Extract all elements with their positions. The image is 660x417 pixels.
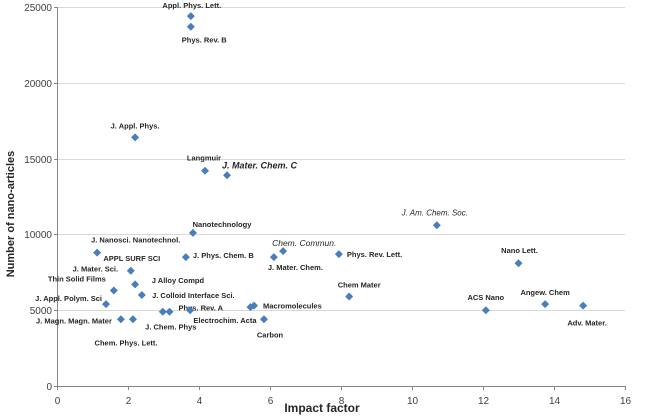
point-label-langmuir: Langmuir — [187, 154, 221, 163]
data-point-j-appl-phys — [131, 133, 140, 142]
point-label-carbon: Carbon — [257, 330, 284, 339]
data-point-chem-mater — [345, 292, 354, 301]
y-tick-label: 20000 — [24, 79, 52, 90]
point-labels: Appl. Phys. Lett. Phys. Rev. B J. Appl. Ph… — [35, 1, 607, 347]
data-point-acs-nano — [481, 306, 490, 315]
point-label-appl-phys-lett: Appl. Phys. Lett. — [162, 1, 221, 10]
x-tick-label: 12 — [478, 396, 490, 407]
data-point-appl-surf-sci — [126, 266, 135, 275]
x-tick-label: 8 — [339, 396, 345, 407]
x-tick-label: 6 — [268, 396, 274, 407]
x-tick-label: 14 — [549, 396, 561, 407]
point-label-acs-nano: ACS Nano — [467, 293, 504, 302]
data-point-j-nanosci-nanotechnol — [93, 248, 102, 257]
data-point-thin-solid-films — [109, 286, 118, 295]
point-label-j-mater-chem: J. Mater. Chem. — [268, 263, 323, 272]
x-tick-label: 10 — [407, 396, 419, 407]
point-label-nano-lett: Nano Lett. — [501, 246, 538, 255]
data-point-macromolecules — [250, 301, 259, 310]
point-label-adv-mater: Adv. Mater. — [567, 319, 606, 328]
x-tick-label: 4 — [197, 396, 203, 407]
data-point-chem-commun — [279, 247, 288, 256]
point-label-j-magn-magn-mater: J. Magn. Magn. Mater — [36, 316, 112, 325]
y-tick-label: 15000 — [24, 155, 52, 166]
data-point-nano-lett — [514, 259, 523, 268]
data-point-angew-chem — [541, 300, 550, 309]
data-point-j-am-chem-soc — [432, 221, 441, 230]
point-label-phys-rev-b: Phys. Rev. B — [182, 36, 227, 45]
y-tick-label: 10000 — [24, 230, 52, 241]
data-point-phys-rev-lett — [334, 250, 343, 259]
point-label-chem-phys-lett: Chem. Phys. Lett. — [95, 338, 158, 347]
point-label-j-nanosci-nanotechnol: J. Nanosci. Nanotechnol. — [91, 236, 180, 245]
data-point-phys-rev-b — [186, 22, 195, 31]
point-label-angew-chem: Angew. Chem — [520, 288, 570, 297]
point-label-j-mater-sci: J. Mater. Sci. — [73, 264, 118, 273]
y-tick-label: 25000 — [24, 3, 52, 14]
tick-labels: 0 5000 10000 15000 20000 25000 0 2 4 6 8 10 12 14 16 — [24, 3, 631, 407]
y-tick-label: 5000 — [30, 306, 53, 317]
point-label-j-mater-chem-c: J. Mater. Chem. C — [222, 160, 298, 170]
point-label-electrochim-acta: Electrochim. Acta — [193, 316, 257, 325]
data-point-chem-phys-lett — [128, 315, 137, 324]
data-point-j-mater-chem — [269, 253, 278, 262]
point-label-j-alloy-compd: J Alloy Compd — [152, 276, 205, 285]
data-point-nanotechnology — [188, 228, 197, 237]
point-label-chem-commun: Chem. Commun. — [272, 238, 336, 248]
y-tick-label: 0 — [46, 382, 52, 393]
y-axis-title: Number of nano-articles — [5, 151, 17, 278]
point-label-j-appl-polym-sci: J. Appl. Polym. Sci — [35, 294, 102, 303]
data-point-j-chem-phys — [158, 307, 167, 316]
point-label-thin-solid-films: Thin Solid Films — [48, 275, 106, 284]
data-point-j-magn-magn-mater — [116, 315, 125, 324]
data-points — [93, 12, 588, 324]
data-point-j-appl-polym-sci — [101, 300, 110, 309]
point-label-j-chem-phys: J. Chem. Phys — [145, 323, 196, 332]
data-point-j-colloid-interface-sci — [186, 306, 195, 315]
x-tick-label: 0 — [55, 396, 61, 407]
gridlines — [57, 7, 625, 311]
point-label-nanotechnology: Nanotechnology — [193, 220, 253, 229]
data-point-phys-rev-a — [165, 307, 174, 316]
data-point-j-alloy-compd — [137, 291, 146, 300]
point-label-j-colloid-interface-sci: J. Colloid Interface Sci. — [152, 291, 235, 300]
data-point-j-mater-chem-c — [223, 171, 232, 180]
point-label-phys-rev-lett: Phys. Rev. Lett. — [347, 250, 402, 259]
point-label-chem-mater: Chem Mater — [338, 281, 381, 290]
axes — [54, 7, 626, 390]
point-label-j-appl-phys: J. Appl. Phys. — [111, 121, 160, 130]
x-tick-label: 16 — [620, 396, 632, 407]
point-label-phys-rev-a: Phys. Rev. A — [179, 304, 224, 313]
point-label-macromolecules: Macromolecules — [263, 302, 322, 311]
x-axis-title: Impact factor — [284, 401, 360, 415]
data-point-langmuir — [201, 166, 210, 175]
data-point-j-mater-sci — [131, 280, 140, 289]
data-point-adv-mater — [579, 301, 588, 310]
data-point-carbon — [259, 315, 268, 324]
point-label-appl-surf-sci: APPL SURF SCI — [103, 254, 160, 263]
data-point-j-phys-chem-b — [181, 253, 190, 262]
x-tick-label: 2 — [126, 396, 132, 407]
data-point-appl-phys-lett — [186, 12, 195, 21]
point-label-j-phys-chem-b: J. Phys. Chem. B — [193, 251, 254, 260]
point-label-j-am-chem-soc: J. Am. Chem. Soc. — [401, 208, 468, 217]
